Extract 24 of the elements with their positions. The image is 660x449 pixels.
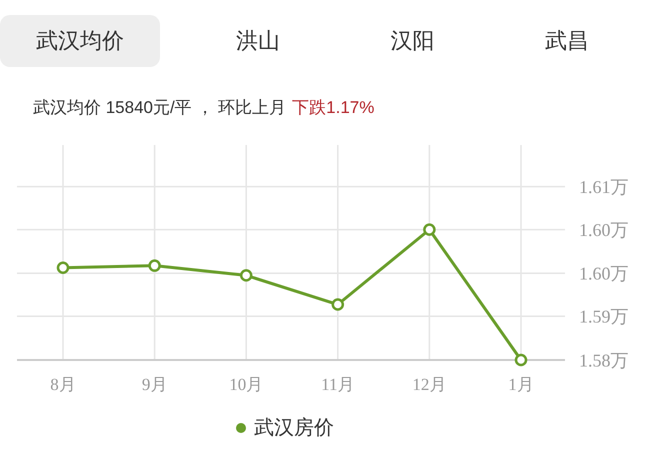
x-tick-label: 10月 — [229, 375, 264, 394]
selected-tab: 武汉均价 — [0, 15, 160, 67]
point — [240, 269, 252, 282]
y-tick-label: 1.58万 — [579, 350, 628, 370]
y-tick-label: 1.60万 — [579, 220, 628, 240]
text: 洪山 — [236, 27, 280, 55]
text: 武昌 — [545, 27, 589, 55]
point — [423, 223, 436, 236]
y-tick-label: 1.60万 — [579, 264, 628, 284]
point — [332, 298, 344, 311]
chart-title: 武汉均价 15840元/平 ， 环比上月 — [33, 98, 286, 117]
y-tick-label: 1.61万 — [579, 177, 628, 198]
chart-subtitle: 下跌1.17% — [292, 98, 374, 117]
x-tick-label: 8月 — [50, 375, 76, 394]
point — [56, 262, 70, 274]
x-tick-label: 1月 — [508, 375, 534, 394]
y-tick-label: 1.59万 — [579, 306, 628, 327]
x-tick-label: 12月 — [412, 375, 446, 394]
point — [514, 354, 528, 366]
legend-label: 武汉房价 — [254, 416, 334, 441]
x-tick-label: 9月 — [142, 375, 168, 394]
x-tick-label: 11月 — [321, 375, 354, 394]
text: 汉阳 — [390, 27, 434, 55]
point — [148, 259, 161, 272]
